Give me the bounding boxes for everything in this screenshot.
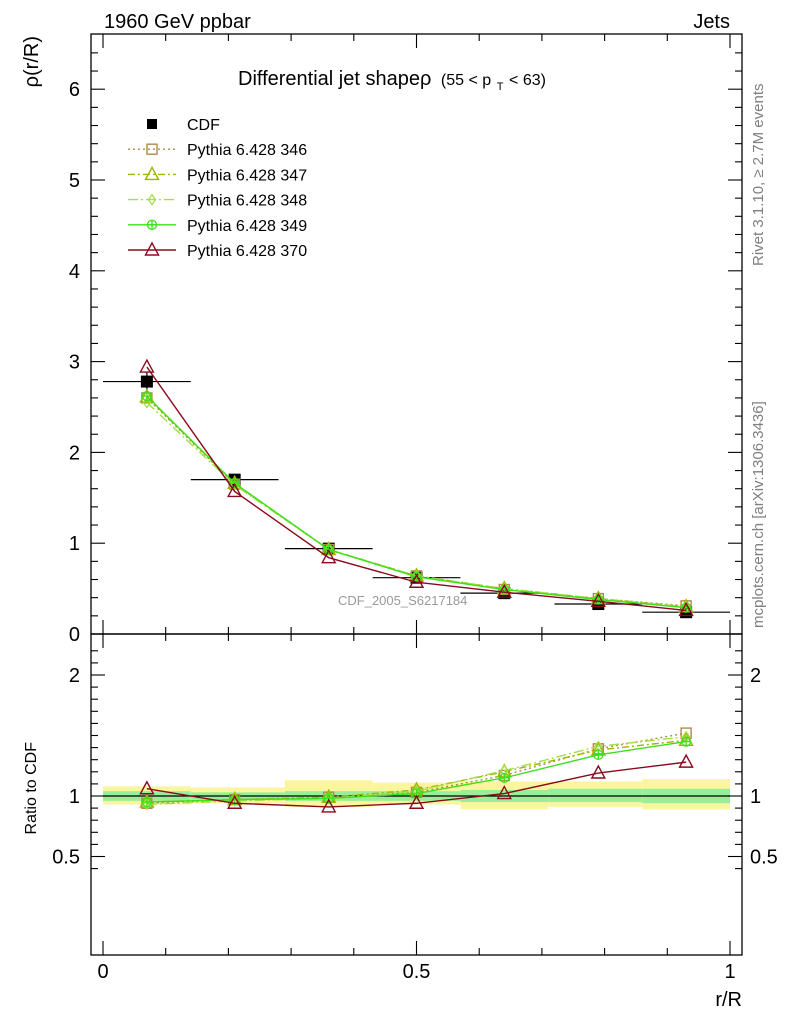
legend-label-0: CDF	[187, 117, 220, 134]
legend-label-2: Pythia 6.428 347	[187, 167, 307, 184]
legend-entry-3: Pythia 6.428 348	[128, 193, 307, 210]
title-range-post: < 63)	[509, 72, 546, 89]
legend-label-1: Pythia 6.428 346	[187, 142, 307, 159]
main-series-5-point-3	[408, 573, 425, 588]
legend-label-4: Pythia 6.428 349	[187, 218, 307, 235]
main-series-5-point-1	[226, 482, 243, 498]
main-ytick-label-3: 3	[69, 352, 80, 374]
main-series-5-point-5	[590, 592, 607, 608]
header-left: 1960 GeV ppbar	[104, 11, 251, 33]
ratio-series-2-point-0	[142, 798, 152, 811]
legend-marker-1	[146, 143, 158, 155]
legend-marker-4	[146, 219, 158, 230]
legend-label-5: Pythia 6.428 370	[187, 243, 307, 260]
main-series-5-point-2	[321, 549, 337, 564]
ratio-ytick-label-right-0: 0.5	[750, 847, 778, 869]
legend: CDF Pythia 6.428 346 Pythia 6.428 347 Pythi…	[128, 117, 307, 260]
ratio-series-3-point-6	[680, 736, 692, 747]
legend-marker-5	[144, 241, 160, 256]
ratio-series-4-point-2	[321, 798, 337, 813]
title-range-sub: T	[497, 81, 504, 93]
legend-marker-2	[144, 165, 160, 181]
main-ytick-label-0: 0	[69, 624, 80, 646]
mcplots-label: mcplots.cern.ch [arXiv:1306.3436]	[750, 401, 767, 628]
legend-entry-0: CDF	[147, 117, 220, 134]
xtick-label-0: 0	[97, 961, 108, 983]
main-ytick-label-6: 6	[69, 79, 80, 101]
ratio-series-4-point-6	[678, 753, 694, 768]
main-ytick-label-1: 1	[69, 533, 80, 555]
ratio-ylabel: Ratio to CDF	[23, 742, 40, 835]
main-ytick-label-4: 4	[69, 261, 80, 283]
main-series-0-point-0	[140, 375, 153, 388]
series-layer	[103, 358, 730, 813]
xtick-label-2: 1	[724, 961, 735, 983]
main-series-3-point-0	[142, 396, 152, 409]
legend-entry-5: Pythia 6.428 370	[128, 241, 307, 260]
main-series-5-point-0	[139, 358, 155, 373]
chart-title: Differential jet shapeρ (55 < p T < 63)	[238, 68, 546, 95]
ratio-series-4-point-0	[139, 780, 155, 795]
header-right: Jets	[693, 11, 730, 33]
main-series-5	[139, 358, 694, 617]
main-series-4	[141, 390, 692, 613]
ratio-series-0-line	[146, 732, 687, 804]
ratio-ytick-label-right-2: 2	[750, 665, 761, 687]
analysis-watermark: CDF_2005_S6217184	[338, 593, 467, 608]
ratio-series-4-point-4	[496, 785, 512, 800]
legend-entry-4: Pythia 6.428 349	[128, 218, 307, 235]
legend-label-3: Pythia 6.428 348	[187, 193, 307, 210]
title-range-pre: (55 < p	[441, 72, 491, 89]
ratio-series-4-point-3	[408, 794, 425, 809]
ratio-series-4-point-1	[226, 794, 243, 809]
ratio-ytick-label-left-2: 2	[69, 665, 80, 687]
main-ylabel: ρ(r/R)	[21, 36, 43, 87]
legend-entry-2: Pythia 6.428 347	[128, 165, 307, 184]
xtick-label-1: 0.5	[403, 961, 431, 983]
ratio-series-3-point-0	[141, 796, 153, 808]
main-series-5-line	[146, 366, 687, 612]
axis-ticks: 0 0.5 1 0 1 2 3 4 5 6 0.5 0.5 1 1 2 2	[52, 34, 778, 983]
rivet-label: Rivet 3.1.10, ≥ 2.7M events	[750, 84, 767, 267]
ratio-ytick-label-right-1: 1	[750, 786, 761, 808]
ratio-ytick-label-left-0: 0.5	[52, 847, 80, 869]
main-ytick-label-5: 5	[69, 170, 80, 192]
ratio-series-4-line	[146, 761, 687, 808]
ratio-band-inner-5	[548, 788, 643, 803]
ratio-series-3-point-5	[593, 749, 604, 761]
ratio-series-4	[139, 753, 694, 813]
ratio-series-4-point-5	[590, 764, 607, 779]
legend-marker-3	[147, 193, 157, 206]
main-series-4-point-0	[141, 390, 153, 402]
legend-marker-0	[147, 119, 157, 129]
title-main: Differential jet shapeρ	[238, 68, 431, 90]
ratio-series-3-point-4	[499, 772, 510, 783]
main-series-5-point-4	[496, 583, 512, 598]
ratio-series-3-point-2	[323, 793, 334, 804]
ratio-ytick-label-left-1: 1	[69, 786, 80, 808]
ratio-xlabel: r/R	[715, 989, 742, 1011]
legend-entry-1: Pythia 6.428 346	[128, 142, 307, 159]
main-series-5-point-6	[678, 601, 694, 617]
main-ytick-label-2: 2	[69, 442, 80, 464]
